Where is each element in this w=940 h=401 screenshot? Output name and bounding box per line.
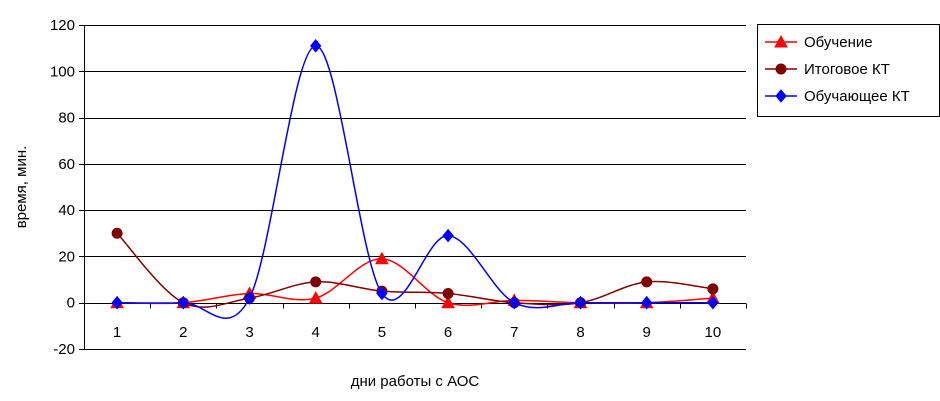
data-point	[574, 295, 587, 310]
legend-marker	[775, 63, 787, 75]
tick-labels: -20 0 20 40 60 80 100 120 1 2 3 4 5 6 7 8 9 10	[50, 17, 721, 358]
y-tick-label: 80	[58, 110, 75, 127]
data-point	[111, 295, 123, 310]
y-tick-label: -20	[53, 341, 75, 358]
legend: Обучение Итоговое КТ Обучающее КТ	[757, 24, 940, 117]
data-point	[310, 276, 322, 288]
legend-label: Обучающее КТ	[804, 88, 910, 105]
y-tick-label: 120	[50, 17, 75, 34]
x-axis-title: дни работы с АОС	[351, 373, 480, 390]
x-tick-label: 2	[179, 324, 187, 341]
data-point	[375, 251, 389, 265]
x-tick-label: 3	[245, 324, 253, 341]
data-point	[243, 291, 256, 305]
data-point	[310, 39, 322, 53]
x-tick-label: 6	[444, 324, 452, 341]
y-axis-title: время, мин.	[13, 146, 30, 229]
y-tick-label: 20	[58, 248, 75, 265]
series-2	[111, 227, 719, 309]
data-point	[508, 295, 520, 310]
x-tick-label: 5	[378, 324, 386, 341]
x-tick-label: 1	[113, 324, 121, 341]
series-line	[117, 45, 713, 319]
data-point	[707, 283, 719, 295]
data-point	[111, 227, 123, 239]
data-point	[442, 287, 454, 299]
data-point	[641, 295, 653, 310]
series-3	[111, 39, 719, 319]
data-point	[707, 295, 719, 310]
data-point	[308, 291, 323, 304]
legend-box	[757, 24, 940, 117]
y-tick-label: 40	[58, 202, 75, 219]
y-tick-label: 100	[50, 63, 75, 80]
x-tick-label: 7	[510, 324, 518, 341]
x-tick-label: 4	[312, 324, 320, 341]
series-line	[117, 257, 713, 306]
x-tick-label: 8	[576, 324, 584, 341]
data-point	[641, 276, 653, 288]
data-point	[177, 295, 189, 310]
series-1	[110, 251, 720, 309]
legend-label: Итоговое КТ	[804, 61, 890, 78]
data-point	[441, 295, 455, 309]
y-tick-label: 60	[58, 156, 75, 173]
legend-marker	[774, 34, 788, 48]
x-tick-label: 9	[643, 324, 651, 341]
legend-label: Обучение	[804, 34, 873, 51]
data-point	[376, 286, 388, 301]
legend-marker	[775, 89, 787, 103]
series-line	[116, 232, 713, 308]
series	[110, 39, 720, 319]
data-point	[442, 228, 454, 243]
y-tick-label: 0	[67, 295, 75, 312]
x-tick-label: 10	[705, 324, 722, 341]
